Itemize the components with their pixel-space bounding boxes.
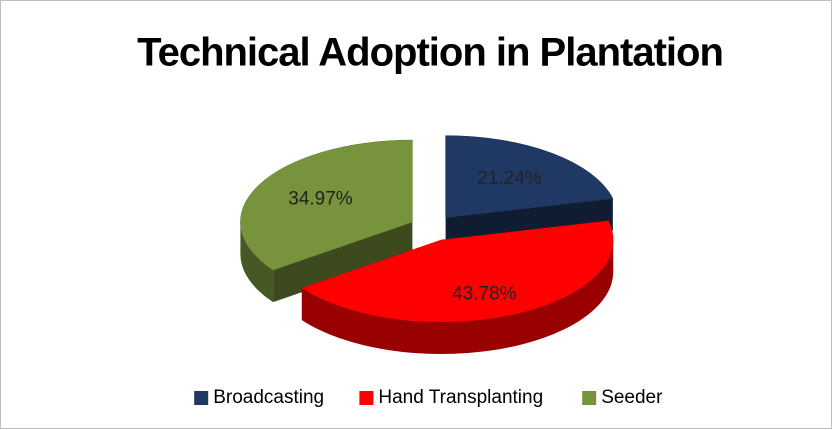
slice-wall (301, 239, 614, 354)
legend-swatch (582, 391, 597, 405)
value-label: 43.78% (452, 284, 517, 305)
legend-swatch (359, 391, 374, 405)
slice-wall (240, 221, 274, 303)
legend-label: Broadcasting (213, 387, 324, 408)
legend-label: Hand Transplanting (378, 387, 543, 408)
legend-label: Seeder (601, 387, 663, 408)
legend-swatch (194, 391, 209, 405)
value-label: 34.97% (288, 189, 353, 210)
chart-title: Technical Adoption in Plantation (137, 31, 723, 75)
slice (301, 220, 614, 323)
slice-side (273, 221, 413, 303)
slice (445, 135, 614, 218)
slice (240, 139, 413, 271)
value-label: 21.24% (477, 168, 542, 189)
